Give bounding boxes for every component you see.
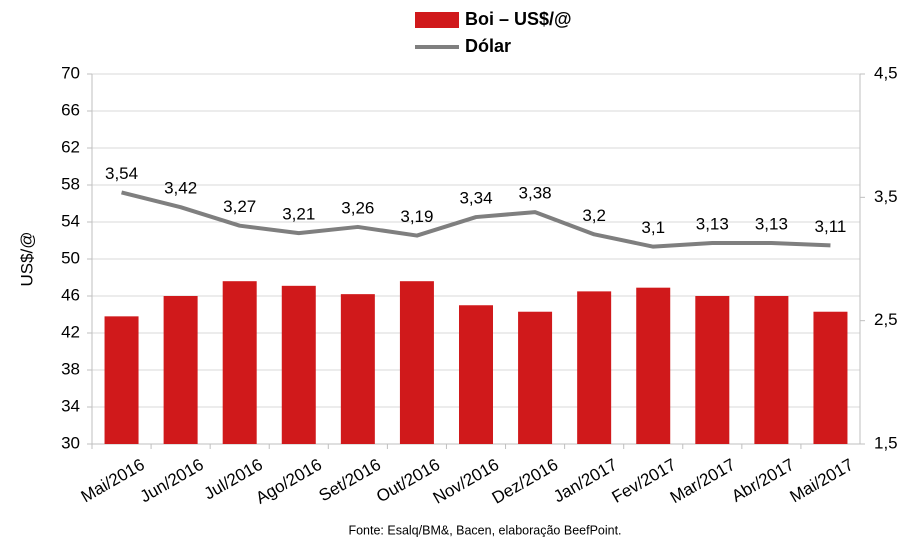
- legend-label: Boi – US$/@: [465, 9, 572, 29]
- y-tick-label: 54: [61, 211, 80, 230]
- x-tick-label: Mai/2016: [78, 455, 148, 506]
- legend-swatch: [415, 12, 459, 28]
- y-tick-label: 38: [61, 359, 80, 378]
- data-label: 3,13: [696, 214, 729, 233]
- y2-tick-label: 4,5: [874, 63, 898, 82]
- x-tick-label: Dez/2016: [489, 455, 562, 508]
- y-tick-label: 30: [61, 433, 80, 452]
- y-tick-label: 34: [61, 396, 80, 415]
- bar: [459, 305, 493, 444]
- data-label: 3,34: [459, 189, 492, 208]
- bar: [281, 285, 316, 444]
- bar: [222, 281, 257, 444]
- y2-tick-label: 2,5: [874, 310, 898, 329]
- line: [121, 190, 831, 249]
- y-tick-label: 66: [61, 100, 80, 119]
- x-tick-label: Jun/2016: [137, 455, 207, 506]
- x-tick-label: Jan/2017: [550, 455, 620, 506]
- bar: [695, 296, 730, 444]
- data-label: 3,13: [755, 214, 788, 233]
- x-tick-label: Nov/2016: [430, 455, 503, 508]
- y-axis-title: US$/@: [17, 231, 36, 286]
- bar: [518, 311, 553, 444]
- x-tick-label: Out/2016: [373, 455, 443, 506]
- y-tick-label: 46: [61, 285, 80, 304]
- y-tick-label: 70: [61, 63, 80, 82]
- bar: [813, 311, 848, 444]
- y2-tick-label: 1,5: [874, 433, 898, 452]
- y-tick-label: 42: [61, 322, 80, 341]
- y2-tick-label: 3,5: [874, 187, 898, 206]
- data-label: 3,27: [223, 197, 256, 216]
- bar: [163, 296, 198, 444]
- y-tick-label: 50: [61, 248, 80, 267]
- x-tick-label: Mai/2017: [787, 455, 857, 506]
- data-label: 3,1: [641, 218, 665, 237]
- bar: [104, 316, 139, 444]
- bar: [399, 281, 434, 444]
- x-tick-label: Set/2016: [316, 455, 384, 505]
- x-tick-label: Abr/2017: [728, 455, 797, 506]
- data-label: 3,2: [582, 206, 606, 225]
- x-tick-label: Ago/2016: [252, 455, 325, 508]
- x-tick-label: Mar/2017: [667, 455, 739, 507]
- bar: [636, 287, 671, 444]
- data-label: 3,42: [164, 179, 197, 198]
- data-label: 3,19: [400, 207, 433, 226]
- bar: [577, 291, 612, 444]
- data-label: 3,26: [341, 198, 374, 217]
- legend-label: Dólar: [465, 36, 511, 56]
- data-label: 3,21: [282, 205, 315, 224]
- data-label: 3,54: [105, 164, 138, 183]
- y-tick-label: 58: [61, 174, 80, 193]
- y-tick-label: 62: [61, 137, 80, 156]
- bar: [340, 294, 375, 444]
- data-label: 3,38: [519, 184, 552, 203]
- data-label: 3,11: [815, 217, 847, 236]
- x-tick-label: Fev/2017: [609, 455, 680, 507]
- bar: [754, 296, 789, 444]
- source-note: Fonte: Esalq/BM&, Bacen, elaboração Beef…: [348, 523, 621, 537]
